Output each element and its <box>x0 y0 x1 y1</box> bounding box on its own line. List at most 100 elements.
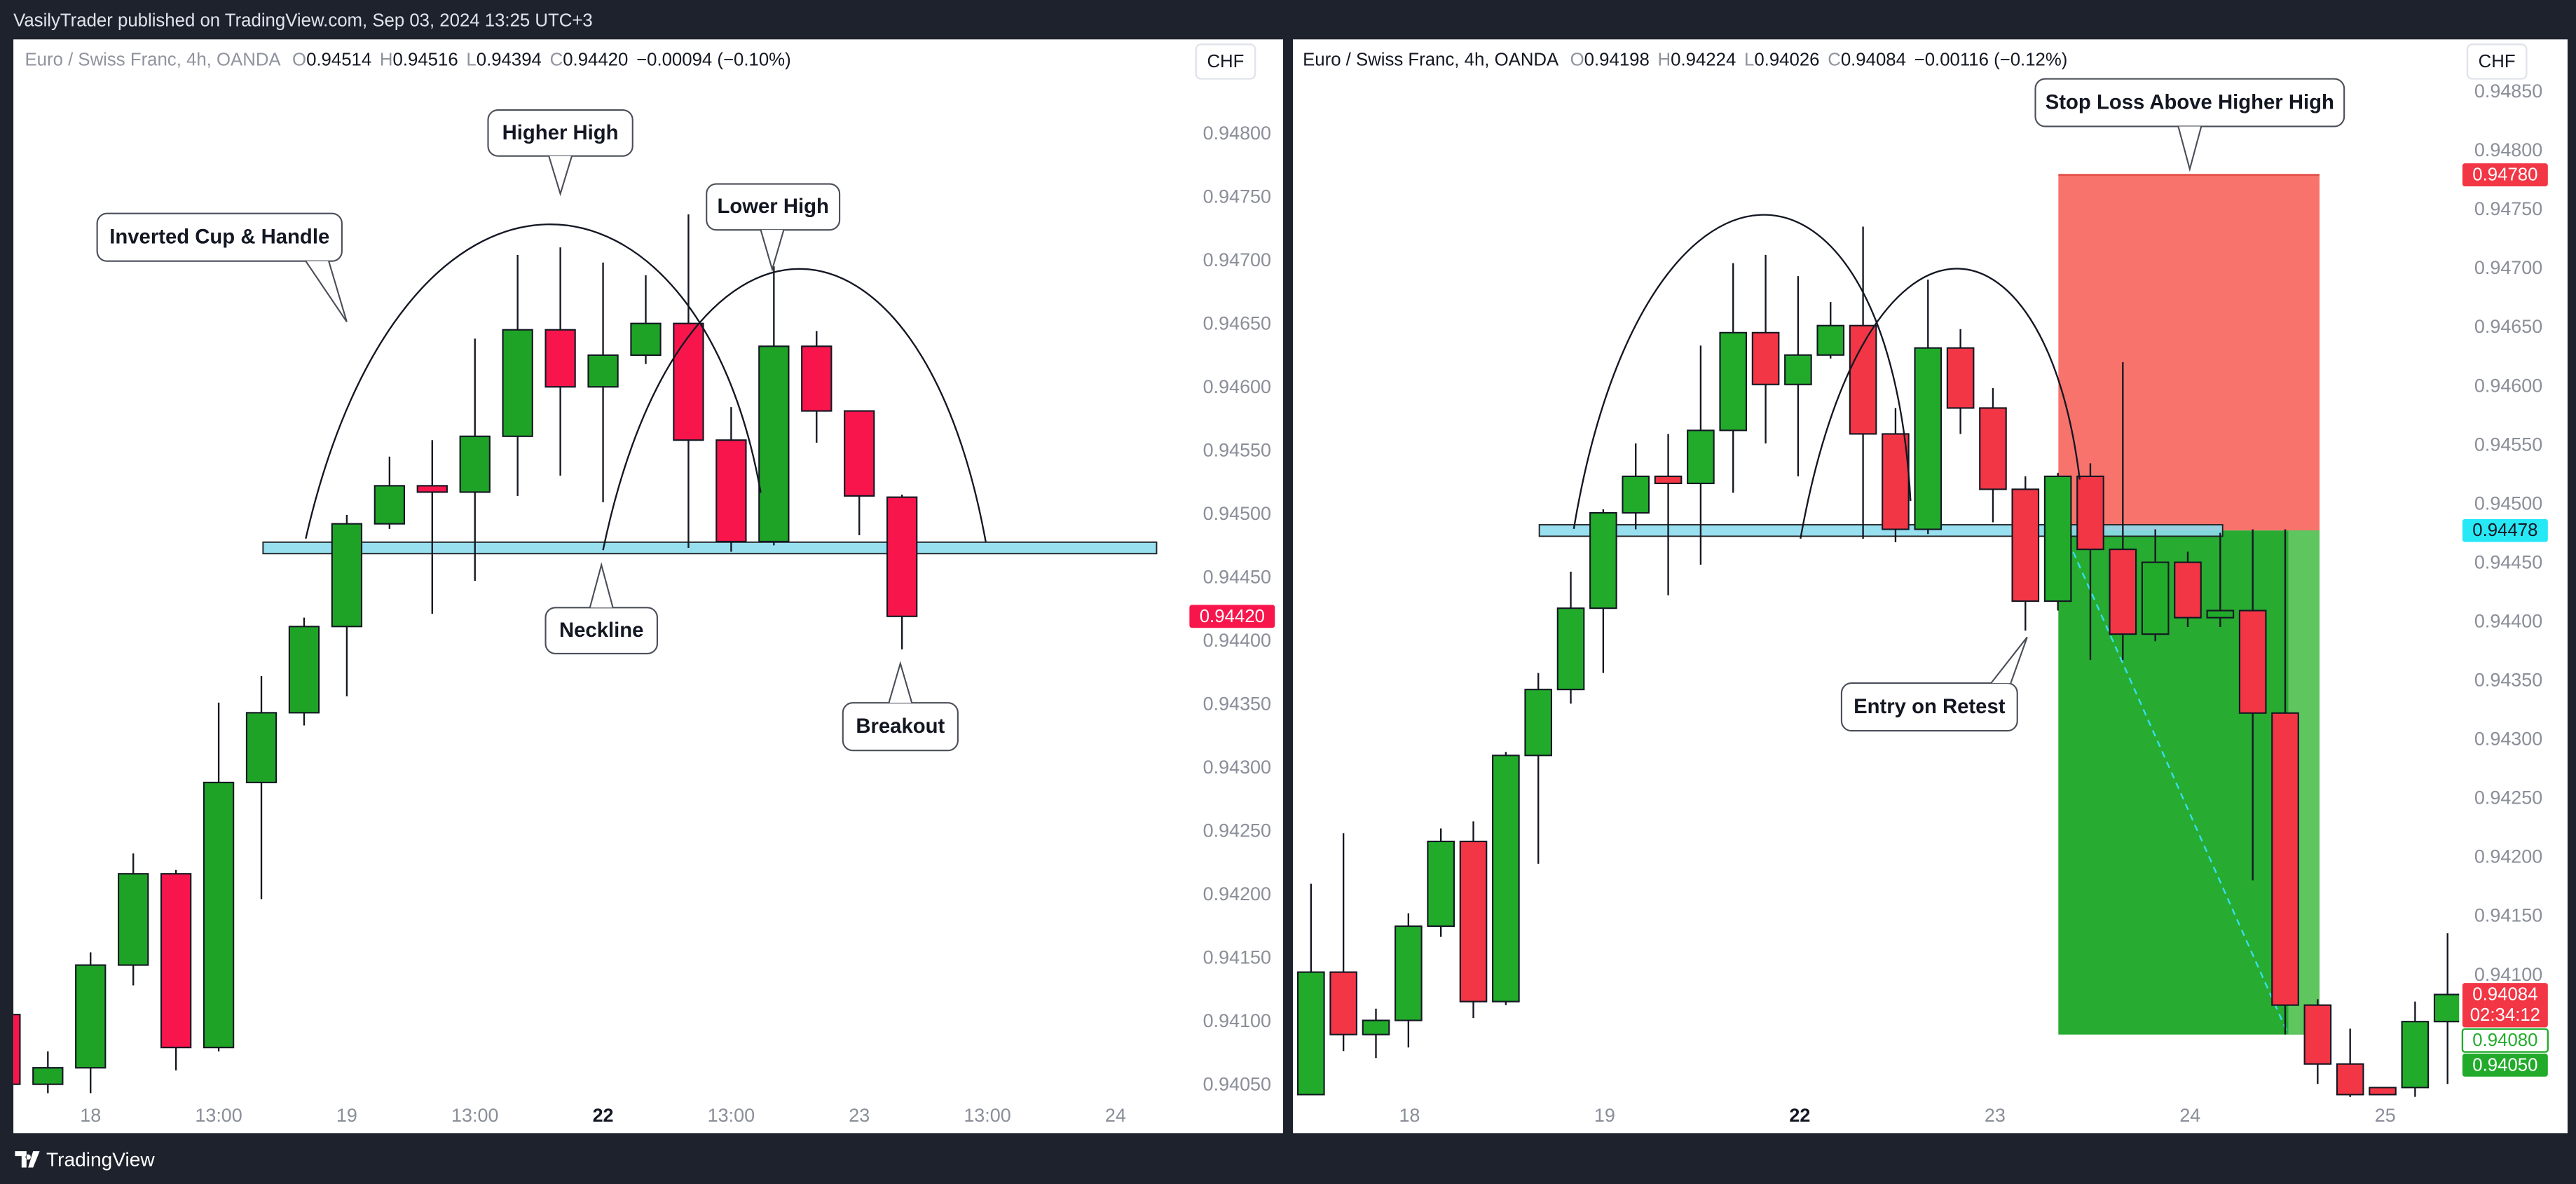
ohlc-key: L <box>466 50 476 70</box>
candle-body <box>1914 347 1943 530</box>
candle-body <box>2076 475 2104 551</box>
callout-pointer <box>305 261 348 323</box>
x-tick-label: 22 <box>1789 1105 1810 1126</box>
symbol-legend: Euro / Swiss Franc, 4h, OANDA O0.94198 H0.… <box>1303 50 2067 70</box>
cup-arc <box>305 223 762 539</box>
candle-body <box>1589 511 1617 610</box>
currency-box <box>1195 43 1256 80</box>
ohlc-change: −0.00116 (−0.12%) <box>1914 50 2068 70</box>
y-tick-label: 0.94350 <box>2474 670 2542 691</box>
candle-body <box>2401 1021 2430 1089</box>
callout-pointer-fill <box>760 230 784 270</box>
annotation: Stop Loss Above Higher High <box>2046 90 2334 113</box>
ohlc-value: 0.94224 <box>1671 50 1736 70</box>
callout-pointer-fill <box>549 156 573 194</box>
y-tick-label: 0.94650 <box>1203 313 1271 334</box>
price-badge <box>2462 518 2548 542</box>
x-tick-label: 13:00 <box>451 1105 498 1126</box>
callout-pointer <box>1990 636 2028 684</box>
candle-body <box>2238 610 2267 714</box>
cup-arc <box>602 268 987 551</box>
candle-body <box>673 322 704 441</box>
publish-info: VasilyTrader published on TradingView.co… <box>13 11 593 30</box>
callout-box <box>96 212 343 262</box>
candle-body <box>118 873 149 966</box>
annotation: Inverted Cup & Handle <box>109 226 329 249</box>
candle-body <box>1751 331 1780 385</box>
callout: Higher High <box>487 109 633 197</box>
x-tick-label: 25 <box>2375 1105 2396 1126</box>
footer-logo <box>15 1151 40 1168</box>
cup-arc <box>1573 214 1912 529</box>
y-tick-label: 0.94750 <box>2474 198 2542 219</box>
candle-body <box>160 873 192 1049</box>
candle-body <box>758 345 790 543</box>
callout: Neckline <box>544 562 658 654</box>
y-tick-label: 0.94350 <box>1203 694 1271 715</box>
callout-pointer <box>888 661 913 703</box>
annotation: Entry on Retest <box>1854 695 2006 718</box>
y-tick-label: 0.94300 <box>1203 757 1271 778</box>
y-tick-label: 0.94300 <box>2474 729 2542 750</box>
callout-pointer-fill <box>589 565 613 608</box>
candle-body <box>32 1067 64 1085</box>
y-tick-label: 0.94050 <box>1203 1074 1271 1095</box>
candle-body <box>1297 971 1325 1096</box>
stop-loss-zone <box>2058 174 2320 531</box>
candle-body <box>245 712 278 783</box>
y-tick-label: 0.94750 <box>1203 186 1271 207</box>
candle-body <box>1654 475 1683 485</box>
symbol-name: Euro / Swiss Franc, 4h, OANDA <box>1303 50 1559 70</box>
ohlc-key: L <box>1744 50 1754 70</box>
y-tick-label: 0.94600 <box>1203 376 1271 397</box>
y-tick-label: 0.94550 <box>2474 434 2542 455</box>
ohlc-key: H <box>1658 50 1671 70</box>
ohlc-value: 0.94516 <box>393 50 458 70</box>
ohlc-value: 0.94514 <box>306 50 371 70</box>
x-tick-label: 19 <box>336 1105 357 1126</box>
ohlc-key: C <box>550 50 563 70</box>
callout-pointer-fill <box>889 663 912 703</box>
y-tick-label: 0.94500 <box>1203 503 1271 524</box>
neckline <box>262 541 1158 555</box>
currency: CHF <box>1207 52 1244 71</box>
plot-area <box>13 214 1158 1094</box>
candle-body <box>1622 475 1650 514</box>
candle-body <box>1492 755 1520 1003</box>
candle-body <box>1524 689 1553 757</box>
bar-countdown: 02:34:12 <box>2470 1005 2540 1025</box>
price-badge <box>2462 1053 2548 1077</box>
candle-body <box>1946 347 1975 409</box>
y-tick-label: 0.94600 <box>2474 375 2542 396</box>
candle-body <box>1459 840 1488 1003</box>
price-badge <box>2462 163 2548 186</box>
y-tick-label: 0.94400 <box>1203 630 1271 651</box>
candle-body <box>1849 324 1877 435</box>
price-badge <box>2462 983 2548 1028</box>
candle-body <box>1556 607 1585 691</box>
ohlc-key: O <box>1570 50 1584 70</box>
candle-body <box>1816 324 1845 356</box>
callout-box <box>1840 682 2018 732</box>
x-tick-label: 24 <box>1105 1105 1126 1126</box>
cup-arc <box>1800 268 2081 539</box>
y-tick-label: 0.94250 <box>2474 787 2542 808</box>
annotation: Lower High <box>717 195 828 218</box>
currency-box <box>2466 43 2528 80</box>
y-tick-label: 0.94850 <box>2474 81 2542 102</box>
price-badge-label: 0.94084 <box>2472 985 2537 1005</box>
ohlc-value: 0.94394 <box>477 50 542 70</box>
y-tick-label: 0.94700 <box>2474 257 2542 278</box>
candle-body <box>2303 1004 2332 1065</box>
candle-body <box>544 329 576 388</box>
y-tick-label: 0.94250 <box>1203 820 1271 841</box>
y-tick-label: 0.94150 <box>2474 905 2542 926</box>
x-tick-label: 23 <box>1985 1105 2006 1126</box>
x-tick-label: 13:00 <box>964 1105 1010 1126</box>
y-tick-label: 0.94700 <box>1203 249 1271 270</box>
candle-body <box>1719 331 1748 432</box>
candle-body <box>1329 971 1357 1035</box>
y-tick-label: 0.94800 <box>2474 139 2542 160</box>
candle-body <box>416 485 448 493</box>
